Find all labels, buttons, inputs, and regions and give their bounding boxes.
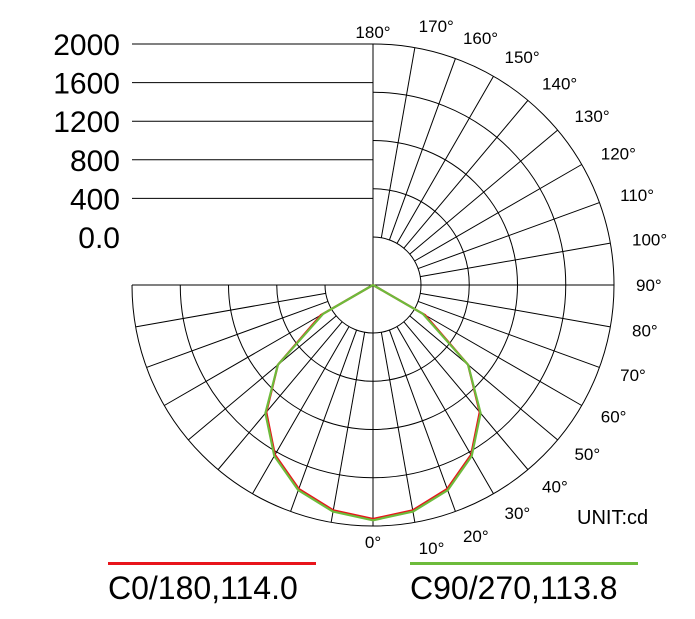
angle-tick-label: 150° bbox=[505, 48, 540, 67]
grid-spoke-lower bbox=[388, 329, 456, 512]
curve-point bbox=[422, 313, 424, 315]
curve-point bbox=[332, 510, 334, 513]
angle-tick-label: 170° bbox=[419, 17, 454, 36]
grid-spoke-lower bbox=[217, 321, 343, 470]
grid-spoke-lower bbox=[417, 300, 600, 368]
angle-tick-label: 70° bbox=[620, 366, 646, 385]
curve-point bbox=[372, 519, 374, 522]
radial-scale: 2000 1600 1200 800 400 0.0 bbox=[53, 29, 120, 255]
grid-spoke-upper bbox=[388, 58, 456, 241]
radial-tick-label: 2000 bbox=[53, 29, 120, 62]
angle-tick-label: 160° bbox=[463, 29, 498, 48]
angle-tick-label: 140° bbox=[542, 75, 577, 94]
curve-point bbox=[467, 364, 469, 366]
angle-tick-label: 60° bbox=[601, 408, 627, 427]
legend-label-c90-270: C90/270,113.8 bbox=[410, 570, 618, 606]
grid-spoke-lower bbox=[403, 321, 529, 470]
angle-tick-label: 50° bbox=[574, 445, 600, 464]
angle-tick-label: 110° bbox=[620, 186, 654, 205]
legend-label-c0-180: C0/180,114.0 bbox=[108, 570, 298, 606]
intensity-curves bbox=[264, 284, 482, 522]
grid-spoke-lower bbox=[164, 308, 332, 406]
grid-spoke-lower bbox=[380, 332, 416, 523]
radial-tick-label: 400 bbox=[70, 183, 120, 216]
curve-point bbox=[277, 364, 279, 366]
grid-spoke-lower bbox=[252, 326, 350, 494]
radial-tick-label: 0.0 bbox=[78, 222, 120, 255]
grid-spoke-upper bbox=[380, 47, 416, 238]
grid-ring-upper bbox=[372, 91, 567, 286]
grid-spoke-upper bbox=[417, 202, 600, 270]
curve-point bbox=[412, 510, 414, 513]
curve-point bbox=[372, 284, 374, 286]
angle-labels: 0° 10° 20° 30° 40° 50°60° 70° 80° 90° 100° 110° 120… bbox=[355, 17, 667, 558]
curve-point bbox=[470, 455, 473, 457]
grid-spoke-upper bbox=[409, 129, 558, 255]
curve-point bbox=[446, 489, 449, 492]
unit-label: UNIT:cd bbox=[577, 507, 648, 529]
grid-spoke-lower bbox=[414, 308, 582, 406]
angle-tick-label: 20° bbox=[463, 527, 489, 546]
angle-tick-label: 0° bbox=[365, 533, 381, 552]
angle-tick-label: 30° bbox=[505, 504, 531, 523]
radial-tick-label: 1200 bbox=[53, 106, 120, 139]
grid-spoke-lower bbox=[409, 315, 558, 441]
angle-tick-label: 80° bbox=[632, 322, 658, 341]
angle-tick-label: 40° bbox=[542, 477, 568, 496]
grid-ring-upper bbox=[372, 236, 422, 286]
grid-spoke-lower bbox=[146, 300, 329, 368]
grid-ring-upper bbox=[372, 188, 470, 286]
grid-spoke-lower bbox=[396, 326, 494, 494]
angle-tick-label: 120° bbox=[601, 145, 636, 164]
legend-swatch-red bbox=[108, 562, 316, 565]
grid-ring-upper bbox=[372, 43, 615, 286]
grid-spoke-upper bbox=[420, 242, 611, 278]
radial-tick-label: 800 bbox=[70, 145, 120, 178]
curve-point bbox=[322, 313, 325, 315]
grid-spoke-upper bbox=[396, 76, 494, 244]
curve-point bbox=[479, 412, 482, 415]
grid-ring-upper bbox=[372, 140, 518, 286]
angle-tick-label: 90° bbox=[636, 276, 662, 295]
angle-tick-label: 10° bbox=[419, 539, 445, 558]
legend-entry-c0-180: C0/180,114.0 bbox=[108, 562, 316, 612]
curve-point bbox=[264, 412, 267, 415]
grid-spoke-lower bbox=[188, 315, 337, 441]
legend-swatch-green bbox=[410, 562, 638, 565]
polar-grid bbox=[131, 43, 615, 527]
curve-point bbox=[273, 455, 276, 457]
grid-spoke-lower bbox=[135, 292, 326, 328]
curve-point bbox=[297, 489, 300, 492]
angle-tick-label: 100° bbox=[632, 230, 667, 249]
legend-entry-c90-270: C90/270,113.8 bbox=[410, 562, 638, 612]
grid-spoke-upper bbox=[414, 164, 582, 262]
radial-tick-label: 1600 bbox=[53, 68, 120, 101]
grid-spoke-lower bbox=[290, 329, 358, 512]
grid-spoke-lower bbox=[330, 332, 366, 523]
grid-spoke-lower bbox=[420, 292, 611, 328]
angle-tick-label: 130° bbox=[574, 107, 609, 126]
grid-spoke-upper bbox=[403, 100, 529, 249]
angle-tick-label: 180° bbox=[355, 23, 390, 42]
